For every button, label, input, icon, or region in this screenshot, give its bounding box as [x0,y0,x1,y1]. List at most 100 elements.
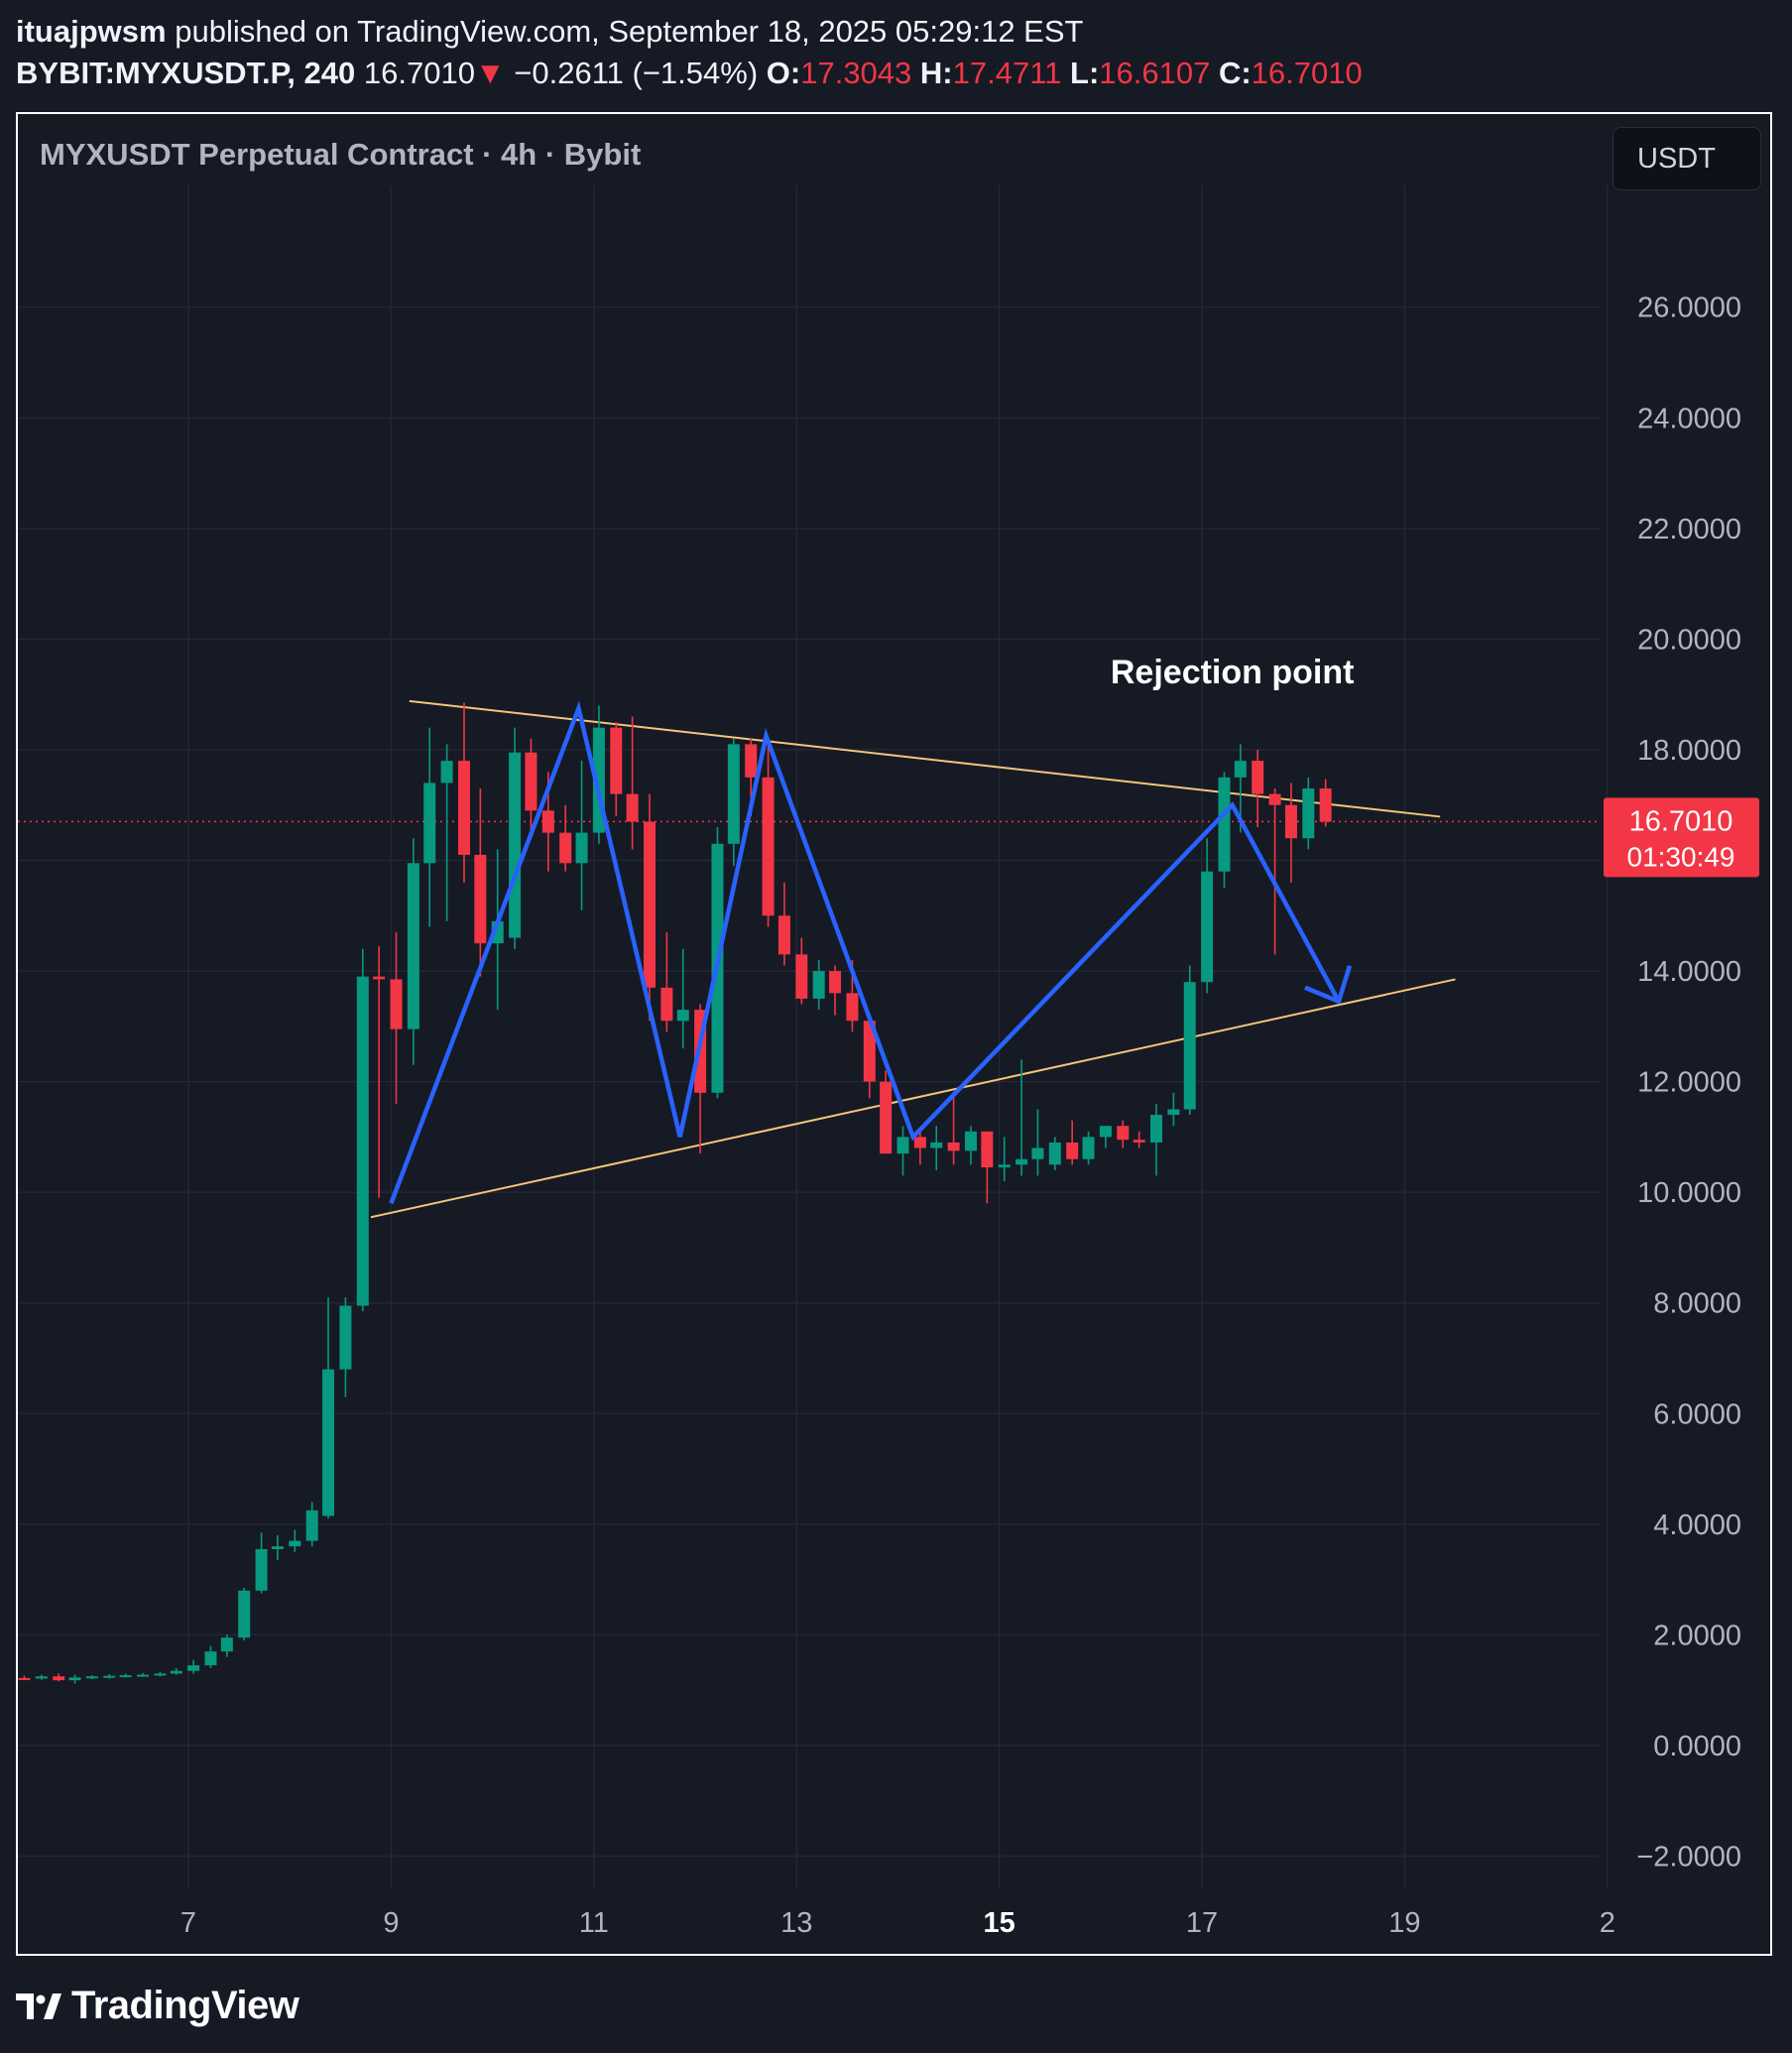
candle-body [322,1369,335,1516]
time-tick-label: 15 [983,1907,1015,1939]
candle-body [1031,1147,1044,1159]
price-tick-label: 2.0000 [1653,1620,1741,1651]
last-price: 16.7010 [363,56,475,90]
symbol-info: BYBIT:MYXUSDT.P, 240 16.7010▼ −0.2611 (−… [16,54,1781,93]
candle-up [1048,1137,1061,1170]
candle-body [998,1164,1011,1168]
candle-up [964,1126,977,1165]
candle-up [238,1588,251,1640]
price-tick-label: 22.0000 [1637,514,1741,545]
candle-up [509,727,522,949]
high-label: H: [919,56,953,90]
candle-down [913,1131,926,1165]
candle-body [846,993,859,1022]
candlestick-series [18,702,1332,1684]
price-tick-label: 0.0000 [1653,1731,1741,1762]
candle-body [1048,1142,1061,1165]
candle-body [474,854,487,944]
candle-down [880,1070,893,1154]
symbol-name: BYBIT:MYXUSDT.P, 240 [16,56,356,90]
close-value: 16.7010 [1251,56,1363,90]
candle-down [626,716,639,850]
publish-info: ituajpwsm published on TradingView.com, … [16,12,1781,52]
price-change: −0.2611 (−1.54%) [514,56,759,90]
candle-down [777,882,790,966]
candle-body [676,1010,689,1022]
candle-body [1015,1158,1028,1165]
candle-up [339,1297,352,1397]
candle-up [727,738,740,867]
candle-body [559,832,572,864]
candle-up [1082,1131,1095,1165]
candle-up [255,1532,268,1594]
candle-up [676,948,689,1049]
candle-body [204,1651,217,1666]
candle-body [913,1137,926,1148]
candle-body [509,752,522,938]
down-arrow-icon: ▼ [474,56,506,90]
time-axis: 7 9 11 13 15 17 19 2 [180,1907,1615,1939]
candle-down [373,945,386,1198]
candle-body [238,1590,251,1638]
candle-down [1066,1120,1079,1165]
candle-body [1268,793,1281,805]
candle-up [271,1535,284,1561]
candle-up [119,1673,132,1678]
chart-header: ituajpwsm published on TradingView.com, … [16,12,1781,93]
candle-up [1218,772,1231,889]
chart-title: MYXUSDT Perpetual Contract · 4h · Bybit [40,137,642,172]
candle-body [289,1540,301,1547]
time-tick-label: 2 [1600,1907,1615,1939]
candle-body [1150,1115,1163,1143]
candle-up [1183,965,1196,1116]
candle-down [644,793,657,1022]
candle-down [1268,787,1281,955]
candle-up [1099,1126,1112,1148]
currency-button[interactable]: USDT [1613,127,1761,190]
candle-body [1183,982,1196,1110]
candle-body [1319,787,1332,822]
time-tick-label: 11 [579,1907,609,1939]
tradingview-logo[interactable]: TradingView [16,1984,299,2028]
candle-down [53,1673,65,1682]
candle-up [322,1297,335,1519]
open-value: 17.3043 [800,56,912,90]
candle-up [137,1672,150,1677]
tradingview-logo-text: TradingView [71,1984,299,2027]
candle-up [1015,1059,1028,1176]
candle-body [525,752,538,811]
candle-body [220,1637,233,1652]
candle-body [762,777,775,916]
author-name[interactable]: ituajpwsm [16,14,167,49]
candle-body [53,1676,65,1681]
candle-up [154,1671,167,1677]
candle-up [170,1667,182,1675]
price-tick-label: 6.0000 [1653,1398,1741,1430]
candle-body [1117,1126,1130,1141]
candle-down [390,932,403,1104]
candle-down [947,1092,960,1165]
arrow-head-icon [1304,965,1353,1005]
time-tick-label: 9 [383,1907,399,1939]
candle-up [35,1674,48,1680]
price-tick-label: 24.0000 [1637,403,1741,434]
candle-body [305,1510,318,1541]
price-tick-label: 14.0000 [1637,956,1741,988]
candle-up [289,1529,301,1552]
time-tick-label: 17 [1186,1907,1218,1939]
candle-body [947,1142,960,1151]
close-label: C: [1218,56,1252,90]
candle-body [626,793,639,822]
candle-body [119,1675,132,1678]
current-price-tag: 16.7010 01:30:49 [1604,797,1759,878]
candle-up [423,727,436,927]
candle-body [407,863,419,1029]
candle-body [795,954,808,999]
candle-up [220,1634,233,1657]
candle-down [457,702,470,883]
pattern-zigzag [389,700,1341,1205]
candle-up [1201,838,1214,994]
price-tag-countdown: 01:30:49 [1627,841,1735,872]
candle-body [85,1676,98,1679]
